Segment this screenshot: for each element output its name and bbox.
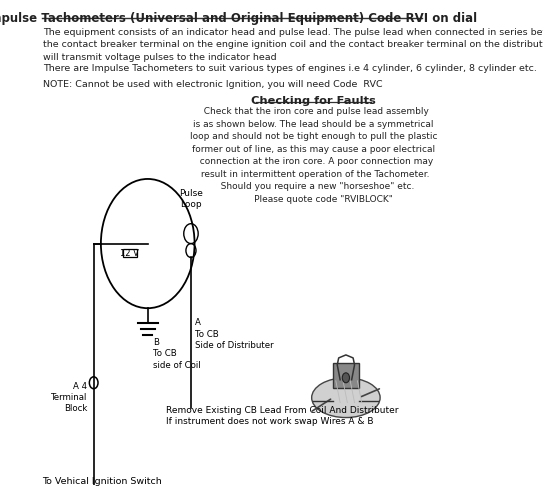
- Text: There are Impulse Tachometers to suit various types of engines i.e 4 cylinder, 6: There are Impulse Tachometers to suit va…: [43, 63, 537, 73]
- Text: A
To CB
Side of Distributer: A To CB Side of Distributer: [195, 318, 274, 350]
- Text: Pulse
Loop: Pulse Loop: [179, 189, 203, 209]
- Ellipse shape: [312, 378, 380, 418]
- FancyBboxPatch shape: [123, 248, 137, 258]
- Text: Remove Existing CB Lead From Coil And Distributer
If instrument does not work sw: Remove Existing CB Lead From Coil And Di…: [166, 406, 398, 427]
- Text: NOTE: Cannot be used with electronic Ignition, you will need Code  RVC: NOTE: Cannot be used with electronic Ign…: [43, 80, 383, 88]
- Text: To Vehical Ignition Switch: To Vehical Ignition Switch: [42, 477, 162, 486]
- Text: Check that the iron core and pulse lead assembly
is as shown below. The lead sho: Check that the iron core and pulse lead …: [190, 107, 437, 204]
- Circle shape: [342, 373, 350, 383]
- Text: 12 V: 12 V: [121, 248, 139, 258]
- Text: A 4
Terminal
Block: A 4 Terminal Block: [51, 382, 87, 413]
- FancyBboxPatch shape: [333, 363, 359, 388]
- Text: Impulse Tachometers (Universal and Original Equipment) Code RVI on dial: Impulse Tachometers (Universal and Origi…: [0, 12, 477, 25]
- Text: The equipment consists of an indicator head and pulse lead. The pulse lead when : The equipment consists of an indicator h…: [43, 28, 543, 62]
- Text: Checking for Faults: Checking for Faults: [251, 97, 376, 106]
- Text: B
To CB
side of Coil: B To CB side of Coil: [154, 338, 201, 370]
